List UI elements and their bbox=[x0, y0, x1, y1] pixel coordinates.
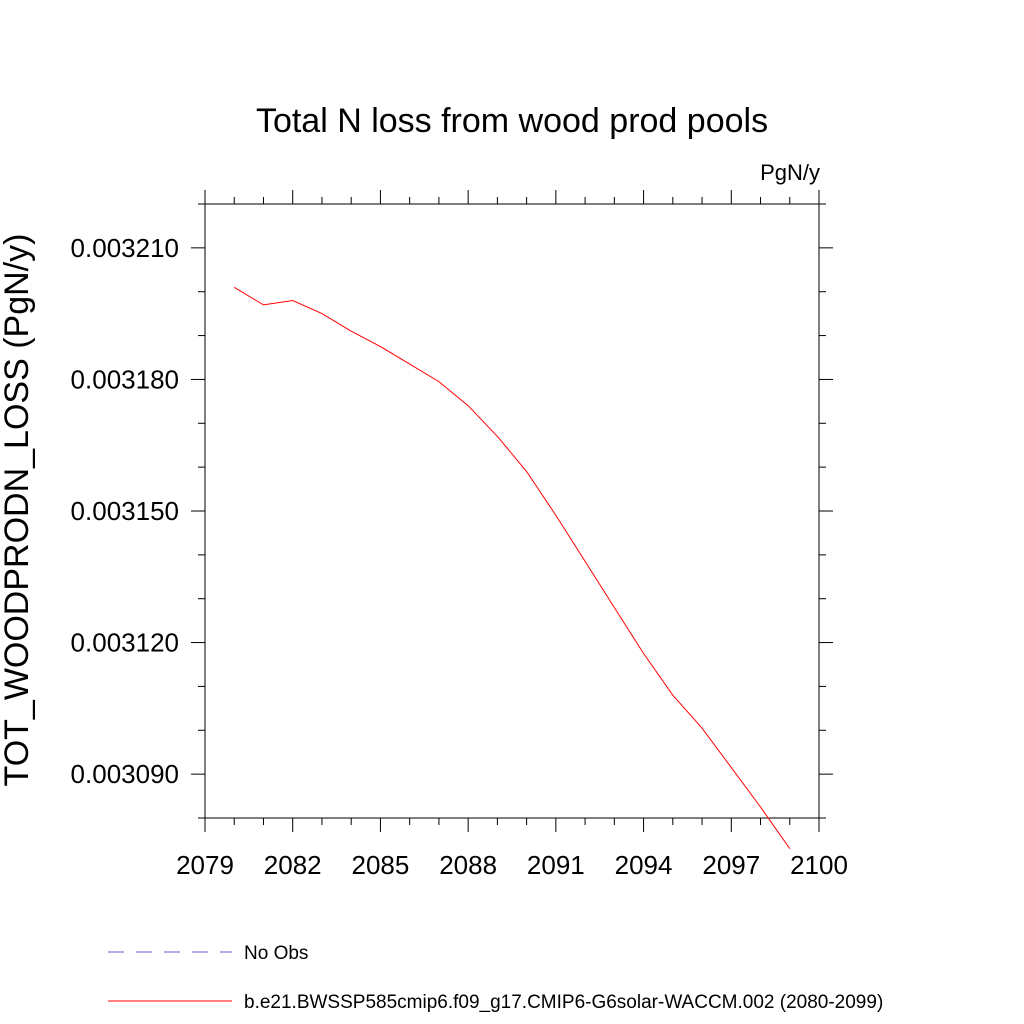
x-tick-labels: 2079 2082 2085 2088 2091 2094 2097 2100 bbox=[176, 850, 848, 880]
y-tick-label: 0.003180 bbox=[71, 364, 179, 394]
series-line bbox=[233, 286, 791, 849]
legend-label-no-obs: No Obs bbox=[244, 943, 308, 964]
y-axis-label: TOT_WOODPRODN_LOSS (PgN/y) bbox=[0, 234, 36, 787]
x-tick-label: 2082 bbox=[264, 850, 322, 880]
x-tick-label: 2091 bbox=[527, 850, 585, 880]
x-tick-label: 2088 bbox=[439, 850, 497, 880]
units-label: PgN/y bbox=[760, 160, 820, 185]
y-tick-label: 0.003120 bbox=[71, 628, 179, 658]
x-tick-label: 2079 bbox=[176, 850, 234, 880]
y-tick-labels: 0.003090 0.003120 0.003150 0.003180 0.003210 bbox=[71, 233, 179, 789]
y-tick-label: 0.003090 bbox=[71, 759, 179, 789]
legend-label-model: b.e21.BWSSP585cmip6.f09_g17.CMIP6-G6sola… bbox=[244, 992, 883, 1013]
axis-ticks bbox=[191, 190, 833, 832]
x-tick-label: 2100 bbox=[790, 850, 848, 880]
x-tick-label: 2085 bbox=[352, 850, 410, 880]
y-tick-label: 0.003150 bbox=[71, 496, 179, 526]
legend: No Obs b.e21.BWSSP585cmip6.f09_g17.CMIP6… bbox=[108, 943, 883, 1013]
chart-title: Total N loss from wood prod pools bbox=[256, 102, 768, 140]
y-tick-label: 0.003210 bbox=[71, 233, 179, 263]
series-lines bbox=[233, 286, 791, 849]
x-tick-label: 2094 bbox=[615, 850, 673, 880]
plot-frame bbox=[204, 203, 820, 819]
x-tick-label: 2097 bbox=[702, 850, 760, 880]
